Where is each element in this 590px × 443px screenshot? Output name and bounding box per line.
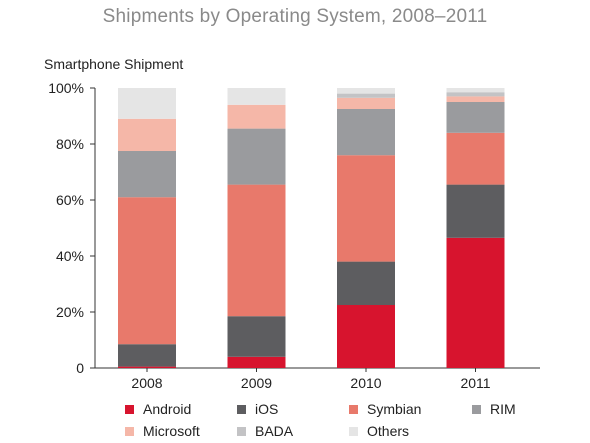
bar-segment-microsoft-2008 (118, 118, 176, 151)
x-tick-label-2011: 2011 (460, 375, 490, 391)
y-axis-title: Smartphone Shipment (44, 56, 184, 72)
y-tick-label: 60% (56, 192, 84, 208)
legend-row: Android iOS Symbian RIM (125, 398, 585, 420)
legend-item-android: Android (125, 401, 237, 417)
bar-segment-rim-2009 (227, 128, 286, 185)
bar-segment-symbian-2008 (118, 197, 176, 345)
x-tick-label-2008: 2008 (131, 375, 162, 391)
bar-segment-microsoft-2010 (337, 97, 395, 109)
bar-segment-android-2011 (446, 237, 505, 368)
bar-segment-others-2009 (227, 88, 286, 105)
legend-label: BADA (255, 423, 294, 439)
legend-item-ios: iOS (237, 401, 349, 417)
bar-segment-ios-2009 (227, 316, 286, 357)
y-tick-label: 20% (56, 304, 84, 320)
y-tick-label: 100% (48, 80, 84, 96)
bar-segment-symbian-2010 (337, 155, 395, 262)
legend-label: Others (367, 423, 410, 439)
bar-segment-others-2011 (446, 88, 505, 93)
legend-swatch (349, 404, 358, 414)
stacked-bar-chart: 0 20% 40% 60% 80% 100% 2008 2009 2010 2011 (48, 80, 540, 391)
bar-segment-android-2010 (337, 305, 395, 368)
y-tick-label: 80% (56, 136, 84, 152)
legend-item-microsoft: Microsoft (125, 423, 237, 439)
x-tick-label-2009: 2009 (241, 375, 272, 391)
legend-item-others: Others (349, 423, 472, 439)
bar-segment-microsoft-2009 (227, 104, 286, 129)
legend-item-bada: BADA (237, 423, 349, 439)
legend-label: Symbian (367, 401, 422, 417)
bar-segment-others-2010 (337, 88, 395, 94)
bar-segment-ios-2008 (118, 344, 176, 367)
bar-segment-ios-2010 (337, 261, 395, 305)
legend-swatch (472, 404, 481, 414)
legend-item-symbian: Symbian (349, 401, 472, 417)
bar-segment-bada-2010 (337, 93, 395, 98)
legend-swatch (349, 426, 358, 436)
legend-swatch (237, 404, 246, 414)
chart-legend: Android iOS Symbian RIM Microsoft BADA Others (125, 398, 585, 442)
x-tick-label-2010: 2010 (350, 375, 381, 391)
legend-swatch (125, 426, 134, 436)
bar-segment-rim-2010 (337, 109, 395, 156)
bar-segment-microsoft-2011 (446, 96, 505, 102)
bar-segment-bada-2011 (446, 92, 505, 97)
bar-segment-ios-2011 (446, 184, 505, 238)
bar-segment-rim-2008 (118, 151, 176, 198)
y-tick-label: 0 (76, 360, 84, 376)
bar-segment-others-2008 (118, 88, 176, 119)
chart-title: Shipments by Operating System, 2008–2011 (102, 6, 488, 27)
legend-swatch (237, 426, 246, 436)
y-tick-label: 40% (56, 248, 84, 264)
legend-label: RIM (490, 401, 516, 417)
legend-row: Microsoft BADA Others (125, 420, 585, 442)
bar-segment-android-2008 (118, 366, 176, 368)
bar-segment-android-2009 (227, 356, 286, 368)
bar-segment-rim-2011 (446, 102, 505, 133)
bar-segment-symbian-2011 (446, 132, 505, 185)
legend-label: Microsoft (143, 423, 200, 439)
legend-label: iOS (255, 401, 279, 417)
legend-label: Android (143, 401, 192, 417)
legend-item-rim: RIM (472, 401, 584, 417)
bar-segment-symbian-2009 (227, 184, 286, 317)
legend-swatch (125, 404, 134, 414)
